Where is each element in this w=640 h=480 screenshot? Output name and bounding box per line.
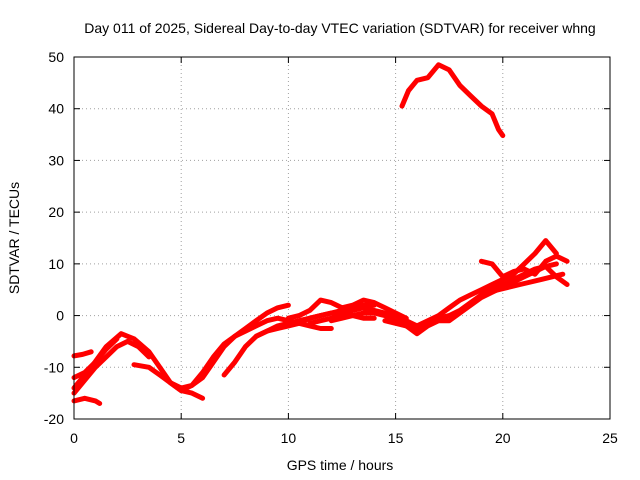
series-track-4 [71,336,120,381]
plot-frame [73,56,611,420]
series-track-7 [168,315,334,394]
y-tick-label: 40 [48,101,64,117]
series-track-2 [71,349,94,359]
y-tick-label: 50 [48,49,64,65]
chart-title: Day 011 of 2025, Sidereal Day-to-day VTE… [84,20,595,36]
series-track-10 [285,297,409,321]
x-tick-label: 10 [281,430,297,446]
series-track-6 [131,302,291,391]
series-track-8 [221,302,377,378]
y-tick-label: 10 [48,256,64,272]
y-tick-label: -20 [44,411,64,427]
series-track-17 [399,62,506,139]
y-tick-label: 30 [48,152,64,168]
axis-ticks: 0 5 10 15 20 25 -20 -10 0 10 20 30 40 50 [44,49,618,446]
x-tick-label: 5 [177,430,185,446]
y-tick-label: 0 [56,308,64,324]
series-track-1 [71,395,103,406]
series-track-15 [478,253,570,280]
y-tick-label: -10 [44,359,64,375]
x-tick-label: 20 [495,430,511,446]
data-series-layer [71,62,570,406]
series-track-5 [71,338,152,396]
y-axis-label: SDTVAR / TECUs [6,182,22,294]
series-track-14 [414,238,559,329]
series-track-11 [307,305,420,329]
series-track-16 [485,271,566,295]
x-axis-label: GPS time / hours [287,457,394,473]
x-tick-label: 0 [70,430,78,446]
x-tick-label: 15 [388,430,404,446]
y-tick-label: 20 [48,204,64,220]
x-tick-label: 25 [602,430,618,446]
